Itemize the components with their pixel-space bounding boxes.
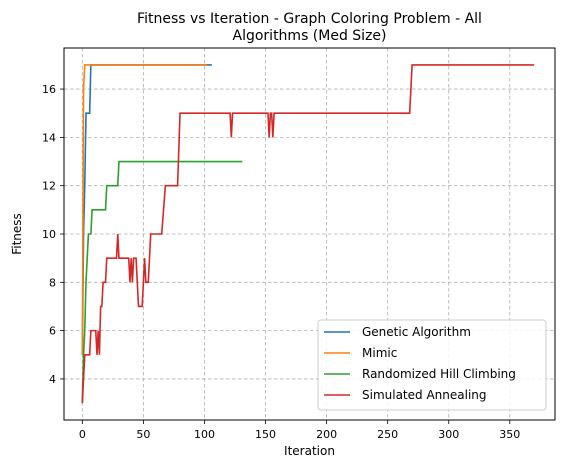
- x-tick-label: 100: [194, 428, 215, 441]
- y-tick-label: 12: [42, 180, 56, 193]
- y-axis-label: Fitness: [10, 213, 24, 255]
- series-lines: [81, 64, 535, 404]
- y-ticks: 4 6 8 10 12 14 16: [42, 83, 64, 386]
- y-tick-label: 14: [42, 131, 56, 144]
- legend-box: [317, 319, 547, 411]
- chart-subtitle: Algorithms (Med Size): [233, 28, 387, 44]
- x-tick-label: 250: [377, 428, 398, 441]
- series-line-randomized-hill-climbing: [81, 160, 243, 404]
- series-line-simulated-annealing: [81, 64, 535, 404]
- x-tick-label: 50: [136, 428, 150, 441]
- legend-label: Randomized Hill Climbing: [362, 367, 516, 381]
- y-tick-label: 4: [49, 373, 56, 386]
- y-tick-label: 10: [42, 228, 56, 241]
- x-tick-label: 350: [499, 428, 520, 441]
- legend: Genetic Algorithm Mimic Randomized Hill Cl…: [317, 319, 547, 411]
- y-tick-label: 16: [42, 83, 56, 96]
- x-axis-label: Iteration: [284, 444, 335, 458]
- x-tick-label: 0: [79, 428, 86, 441]
- legend-label: Simulated Annealing: [362, 388, 487, 402]
- legend-label: Genetic Algorithm: [362, 325, 471, 339]
- x-tick-label: 150: [255, 428, 276, 441]
- series-line-mimic: [81, 64, 207, 355]
- y-tick-label: 6: [49, 325, 56, 338]
- x-ticks: 0 50 100 150 200 250 300 350: [79, 420, 520, 441]
- legend-label: Mimic: [362, 346, 397, 360]
- x-tick-label: 200: [316, 428, 337, 441]
- x-tick-label: 300: [438, 428, 459, 441]
- chart-title: Fitness vs Iteration - Graph Coloring Pr…: [137, 11, 482, 27]
- y-tick-label: 8: [49, 276, 56, 289]
